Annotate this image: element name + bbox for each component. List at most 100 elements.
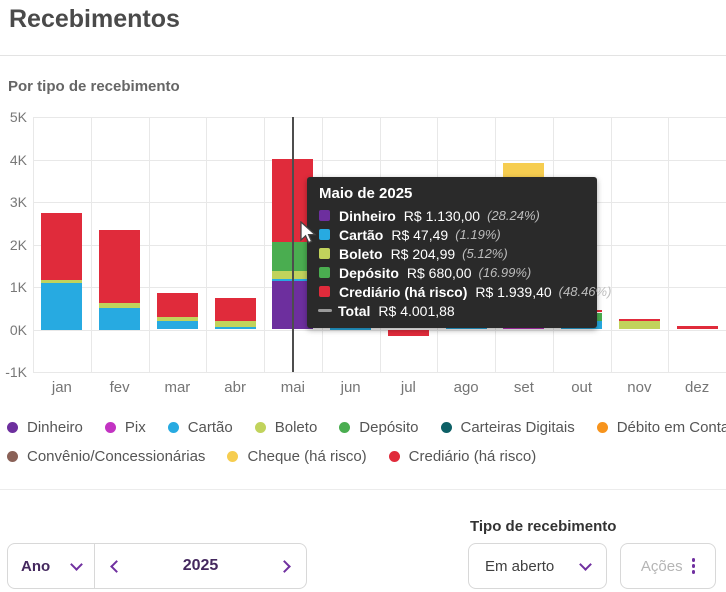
legend-label: Convênio/Concessionárias xyxy=(27,448,206,465)
tooltip-series-name: Cartão xyxy=(339,226,384,243)
legend-label: Depósito xyxy=(359,419,419,436)
tooltip-row-boleto: Boleto R$ 204,99 (5.12%) xyxy=(319,244,585,263)
tooltip-value: R$ 1.130,00 xyxy=(403,207,481,224)
pix-dot-icon xyxy=(104,422,116,433)
legend-item-cartao[interactable]: Cartão xyxy=(167,419,233,436)
tooltip-title: Maio de 2025 xyxy=(319,185,413,202)
legend-label: Dinheiro xyxy=(27,419,83,436)
legend-label: Pix xyxy=(124,419,146,436)
tooltip-total-row: Total R$ 4.001,88 xyxy=(318,301,585,320)
period-type-dropdown[interactable]: Ano xyxy=(8,544,95,588)
bar-jan-crediario-ha-risco[interactable] xyxy=(41,212,83,280)
v-gridline xyxy=(33,117,34,372)
debito-em-conta-dot-icon xyxy=(596,422,608,433)
total-dash-icon xyxy=(318,309,332,312)
tooltip-value: R$ 47,49 xyxy=(391,226,449,243)
legend-label: Débito em Conta xyxy=(616,419,726,436)
tooltip-series-name: Dinheiro xyxy=(339,207,396,224)
tooltip-rows: Dinheiro R$ 1.130,00 (28.24%) Cartão R$ 47,4… xyxy=(319,206,611,301)
v-gridline xyxy=(90,117,92,372)
legend-item-carteiras-digitais[interactable]: Carteiras Digitais xyxy=(440,419,575,436)
x-axis-label-out: out xyxy=(571,379,593,396)
tooltip-value: R$ 204,99 xyxy=(390,245,456,262)
legend-item-boleto[interactable]: Boleto xyxy=(254,419,317,436)
x-axis-label-jul: jul xyxy=(400,379,416,396)
receipt-type-dropdown[interactable]: Em aberto xyxy=(468,543,607,589)
y-axis-label: 0K xyxy=(9,321,27,338)
receipt-type-label: Tipo de recebimento xyxy=(470,518,617,535)
y-axis-label: 4K xyxy=(9,151,27,168)
year-stepper: 2025 xyxy=(95,544,306,588)
bar-abr-cartao[interactable] xyxy=(214,326,256,330)
cartao-dot-icon xyxy=(167,422,179,433)
bar-jan-boleto[interactable] xyxy=(41,279,83,283)
bar-abr-boleto[interactable] xyxy=(214,321,256,327)
x-axis-label-dez: dez xyxy=(685,379,710,396)
x-axis-label-abr: abr xyxy=(224,379,246,396)
bar-dez-crediario-ha-risco[interactable] xyxy=(676,326,718,330)
bar-fev-boleto[interactable] xyxy=(99,302,141,309)
previous-year-button[interactable] xyxy=(110,559,123,573)
bar-mar-cartao[interactable] xyxy=(156,321,198,330)
tooltip-value: R$ 680,00 xyxy=(406,264,472,281)
tooltip-swatch-icon xyxy=(319,267,330,278)
x-axis-label-jan: jan xyxy=(51,379,72,396)
v-gridline xyxy=(610,117,612,372)
bar-mar-boleto[interactable] xyxy=(156,316,198,322)
tooltip-swatch-icon xyxy=(319,248,330,259)
y-axis-label: -1K xyxy=(5,364,27,380)
bar-jun-cartao[interactable] xyxy=(330,327,372,330)
bar-nov-boleto[interactable] xyxy=(618,321,660,330)
tooltip-percent: (5.12%) xyxy=(462,246,508,261)
legend-item-pix[interactable]: Pix xyxy=(104,419,146,436)
bar-nov-crediario-ha-risco[interactable] xyxy=(618,319,660,322)
chart-title: Por tipo de recebimento xyxy=(8,78,180,95)
tooltip-swatch-icon xyxy=(319,210,330,221)
next-year-button[interactable] xyxy=(278,559,291,573)
legend-item-debito-em-conta[interactable]: Débito em Conta xyxy=(596,419,726,436)
legend-row-2: Convênio/Concessionárias Cheque (há risco… xyxy=(7,448,536,465)
crediario-ha-risco-dot-icon xyxy=(388,451,400,462)
y-axis-label: 5K xyxy=(9,109,27,125)
tooltip-row-crediario-ha-risco: Crediário (há risco) R$ 1.939,40 (48.46%) xyxy=(319,282,611,301)
convenio-concessionarias-dot-icon xyxy=(7,451,18,462)
v-gridline xyxy=(148,117,150,372)
kebab-menu-icon xyxy=(691,558,696,574)
cheque-ha-risco-dot-icon xyxy=(227,451,239,462)
legend-item-deposito[interactable]: Depósito xyxy=(339,419,419,436)
bar-jan-cartao[interactable] xyxy=(41,282,83,330)
legend-item-convenio-concessionarias[interactable]: Convênio/Concessionárias xyxy=(7,448,205,465)
x-axis-label-ago: ago xyxy=(453,379,479,396)
y-axis: 5K 4K 3K 2K 1K 0K -1K xyxy=(0,109,27,380)
dinheiro-dot-icon xyxy=(7,422,18,433)
legend-label: Cheque (há risco) xyxy=(247,448,367,465)
bar-abr-crediario-ha-risco[interactable] xyxy=(214,298,256,321)
mouse-cursor-icon xyxy=(300,221,317,244)
crosshair-line xyxy=(291,117,294,372)
bar-fev-cartao[interactable] xyxy=(99,308,141,330)
deposito-dot-icon xyxy=(339,422,351,433)
legend-item-dinheiro[interactable]: Dinheiro xyxy=(7,419,83,436)
legend-item-crediario-ha-risco[interactable]: Crediário (há risco) xyxy=(388,448,537,465)
tooltip-series-name: Depósito xyxy=(339,264,399,281)
bar-jul-crediario-ha-risco[interactable] xyxy=(387,329,429,337)
x-axis-label-fev: fev xyxy=(109,379,130,396)
v-gridline xyxy=(206,117,208,372)
chevron-down-icon xyxy=(70,558,83,571)
legend-item-cheque-ha-risco[interactable]: Cheque (há risco) xyxy=(227,448,367,465)
bar-fev-crediario-ha-risco[interactable] xyxy=(99,229,141,303)
x-axis-label-mar: mar xyxy=(164,379,191,396)
receipt-type-value: Em aberto xyxy=(485,557,555,575)
actions-button[interactable]: Ações xyxy=(620,543,716,589)
tooltip-row-cartao: Cartão R$ 47,49 (1.19%) xyxy=(319,225,585,244)
legend-label: Crediário (há risco) xyxy=(408,448,537,465)
legend-label: Cartão xyxy=(187,419,233,436)
tooltip-value: R$ 1.939,40 xyxy=(475,283,552,300)
h-gridline xyxy=(33,372,726,373)
x-axis-label-jun: jun xyxy=(340,379,361,396)
y-axis-label: 1K xyxy=(9,279,27,295)
tooltip-row-dinheiro: Dinheiro R$ 1.130,00 (28.24%) xyxy=(319,206,585,225)
x-axis-label-mai: mai xyxy=(280,379,305,396)
bar-mar-crediario-ha-risco[interactable] xyxy=(156,293,198,317)
x-axis-label-nov: nov xyxy=(627,379,652,396)
